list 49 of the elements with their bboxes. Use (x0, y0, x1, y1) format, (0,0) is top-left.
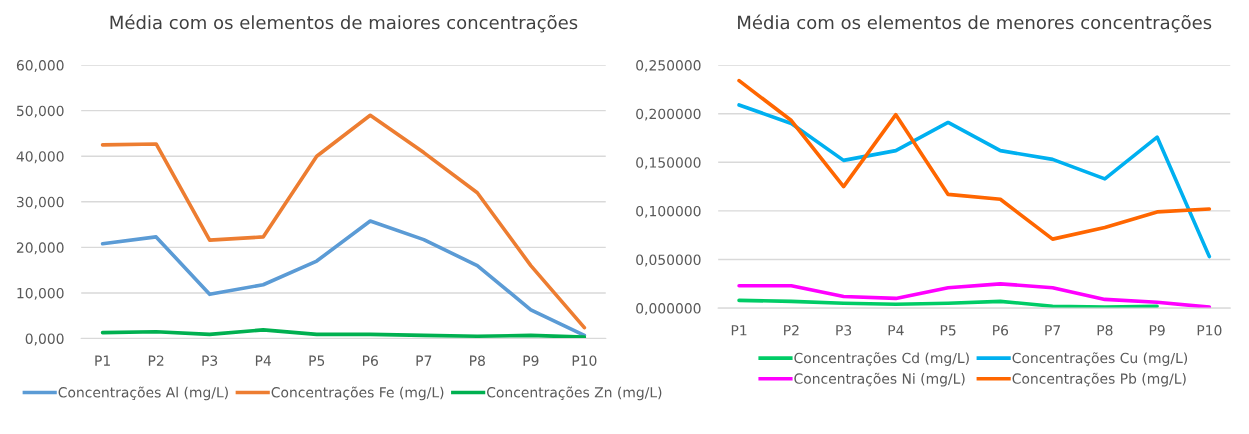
legend-label: Concentrações Al (mg/L) (58, 386, 228, 401)
y-tick-label: 60,000 (16, 60, 64, 72)
legend-label: Concentrações Fe (mg/L) (271, 386, 444, 401)
y-tick-label: 0,000000 (636, 303, 701, 316)
x-tick-label: P2 (148, 355, 164, 366)
legend-label: Concentrações Pb (mg/L) (1012, 372, 1186, 387)
y-tick-label: 50,000 (16, 105, 64, 118)
x-tick-label: P10 (572, 355, 597, 366)
line-series (737, 103, 1212, 259)
x-tick-label: P7 (1045, 325, 1061, 336)
x-tick-label: P5 (309, 355, 325, 366)
y-tick-label: 10,000 (17, 287, 64, 300)
x-tick-label: P5 (940, 325, 956, 336)
chart-title: Média com os elementos de maiores concentrações (110, 14, 578, 33)
line-series (100, 219, 587, 338)
x-tick-label: P3 (836, 325, 852, 336)
y-tick-label: 40,000 (16, 151, 64, 164)
y-tick-label: 0,100000 (636, 205, 701, 218)
y-tick-label: 0,050000 (636, 254, 701, 267)
legend-label: Concentrações Zn (mg/L) (486, 386, 662, 401)
line-series (737, 298, 1159, 309)
x-tick-label: P1 (95, 355, 110, 366)
line-series (100, 113, 587, 330)
y-tick-label: 0,150000 (636, 157, 701, 170)
line-series (737, 78, 1212, 241)
line-series (100, 328, 587, 339)
x-tick-label: P8 (1097, 325, 1113, 336)
legend-label: Concentrações Cd (mg/L) (794, 352, 969, 366)
y-tick-label: 0,250000 (636, 60, 701, 72)
x-tick-label: P2 (784, 325, 799, 336)
y-tick-label: 0,200000 (636, 108, 701, 121)
x-tick-label: P3 (202, 355, 218, 366)
x-tick-label: P10 (1197, 325, 1222, 336)
legend-label: Concentrações Cu (mg/L) (1012, 352, 1188, 366)
x-tick-label: P7 (416, 355, 432, 366)
x-tick-label: P4 (255, 355, 272, 366)
y-tick-label: 30,000 (16, 196, 64, 209)
chart-title: Média com os elementos de menores concentrações (738, 14, 1212, 33)
x-tick-label: P9 (1149, 325, 1165, 336)
x-tick-label: P6 (363, 355, 378, 366)
line-series (737, 282, 1212, 309)
x-tick-label: P4 (888, 325, 904, 336)
y-tick-label: 0,000 (25, 333, 64, 346)
x-tick-label: P9 (523, 355, 539, 366)
y-tick-label: 20,000 (16, 242, 64, 255)
x-tick-label: P8 (470, 355, 485, 366)
x-tick-label: P6 (993, 325, 1009, 336)
x-tick-label: P1 (731, 325, 747, 336)
legend-label: Concentrações Ni (mg/L) (794, 372, 965, 387)
